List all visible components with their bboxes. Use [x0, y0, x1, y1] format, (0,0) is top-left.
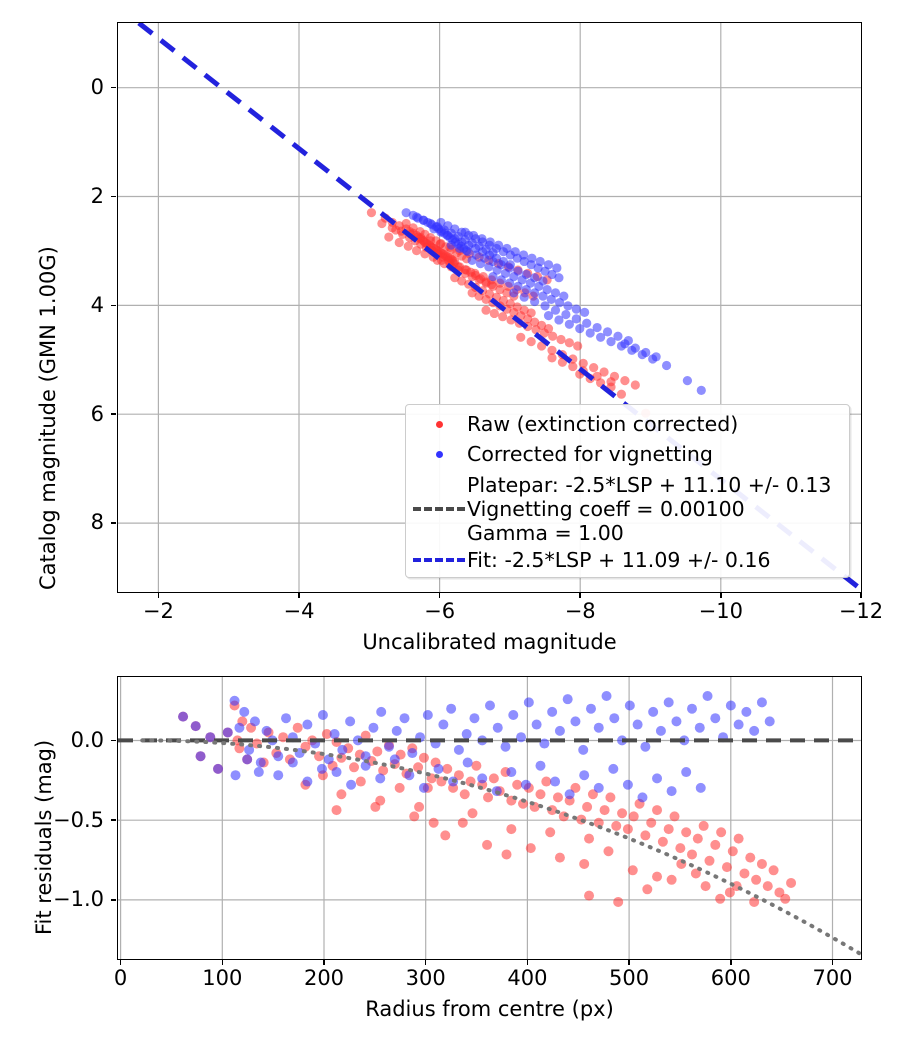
- top-ytick-3: [111, 413, 116, 415]
- bottom-xtick-6: [730, 960, 732, 965]
- legend-label-raw: Raw (extinction corrected): [467, 412, 739, 436]
- bottom-yticklabel-1: −0.5: [53, 807, 104, 832]
- top-plot-canvas: [118, 23, 861, 592]
- bottom-ytick-2: [111, 899, 116, 901]
- top-xticklabel-1: −4: [283, 599, 315, 623]
- top-xtick-5: [860, 593, 862, 598]
- bottom-gridlines: [118, 677, 861, 959]
- legend-label-platepar-line1: Platepar: -2.5*LSP + 11.10 +/- 0.13: [467, 473, 832, 497]
- bottom-xticklabel-4: 400: [507, 966, 548, 990]
- bottom-yticklabel-0: 0.0: [70, 728, 104, 752]
- top-legend: [405, 404, 850, 578]
- bottom-xticklabel-5: 500: [609, 966, 650, 990]
- top-yticklabel-3: 6: [90, 401, 104, 426]
- legend-marker-platepar-dash: [411, 498, 467, 520]
- top-ytick-0: [111, 86, 116, 89]
- bottom-xaxis-label: Radius from centre (px): [365, 997, 614, 1021]
- bottom-xticklabel-1: 100: [202, 966, 243, 990]
- bottom-xticklabel-2: 200: [303, 966, 345, 990]
- bottom-xtick-2: [323, 960, 325, 965]
- bottom-xtick-5: [628, 960, 630, 965]
- bottom-yticklabel-2: −1.0: [53, 887, 104, 912]
- bottom-scatter-corrected: [178, 691, 775, 803]
- bottom-xtick-4: [526, 960, 529, 965]
- legend-item-corrected: Corrected for vignetting: [411, 440, 713, 468]
- bottom-xticklabel-6: 600: [710, 966, 751, 990]
- legend-item-fit: Fit: -2.5*LSP + 11.09 +/- 0.16: [411, 546, 771, 574]
- top-xtick-4: [720, 593, 722, 598]
- top-xticklabel-2: −6: [424, 599, 456, 623]
- legend-marker-raw-dot: [411, 413, 467, 435]
- legend-label-platepar-line3: Gamma = 1.00: [467, 521, 624, 545]
- bottom-ytick-0: [111, 739, 116, 742]
- top-xticklabel-5: −12: [838, 599, 884, 623]
- top-xtick-3: [579, 593, 581, 598]
- top-xaxis-label: Uncalibrated magnitude: [362, 630, 617, 654]
- bottom-xtick-1: [221, 960, 224, 965]
- top-yticklabel-4: 8: [90, 510, 104, 535]
- legend-marker-fit-dash: [411, 549, 467, 571]
- legend-label-platepar-line2: Vignetting coeff = 0.00100: [467, 497, 745, 521]
- top-scatter-corrected: [401, 208, 706, 396]
- top-xticklabel-3: −8: [564, 599, 596, 623]
- top-ytick-1: [111, 195, 116, 198]
- bottom-yaxis-label: Fit residuals (mag): [32, 739, 56, 935]
- top-xticklabel-0: −2: [142, 599, 174, 623]
- top-xtick-2: [438, 593, 441, 598]
- legend-item-raw: Raw (extinction corrected): [411, 410, 738, 438]
- bottom-ytick-1: [111, 819, 116, 821]
- legend-label-corrected: Corrected for vignetting: [467, 442, 713, 466]
- bottom-xticklabel-0: 0: [113, 966, 128, 990]
- legend-item-platepar: Platepar: -2.5*LSP + 11.10 +/- 0.13 Vign…: [411, 471, 831, 547]
- top-yticklabel-2: 4: [90, 292, 104, 317]
- bottom-xticklabel-7: 700: [812, 966, 853, 990]
- bottom-xtick-3: [424, 960, 427, 965]
- legend-marker-corrected-dot: [411, 443, 467, 465]
- bottom-xtick-0: [119, 960, 122, 965]
- top-panel: −2 −4 −6 −8 −10 −12 0 2 4 6 8 Uncalibrat…: [36, 22, 884, 654]
- top-yticklabel-0: 0: [90, 75, 104, 99]
- top-xtick-0: [157, 593, 160, 598]
- top-yticklabel-1: 2: [90, 183, 104, 208]
- legend-label-fit: Fit: -2.5*LSP + 11.09 +/- 0.16: [467, 548, 771, 572]
- bottom-vignetting-line: [140, 738, 861, 956]
- top-ytick-4: [111, 522, 116, 524]
- top-xticklabel-4: −10: [698, 599, 743, 623]
- top-xtick-1: [298, 593, 300, 598]
- bottom-xticklabel-3: 300: [405, 966, 446, 990]
- top-ytick-2: [111, 304, 116, 307]
- bottom-xtick-7: [831, 960, 834, 965]
